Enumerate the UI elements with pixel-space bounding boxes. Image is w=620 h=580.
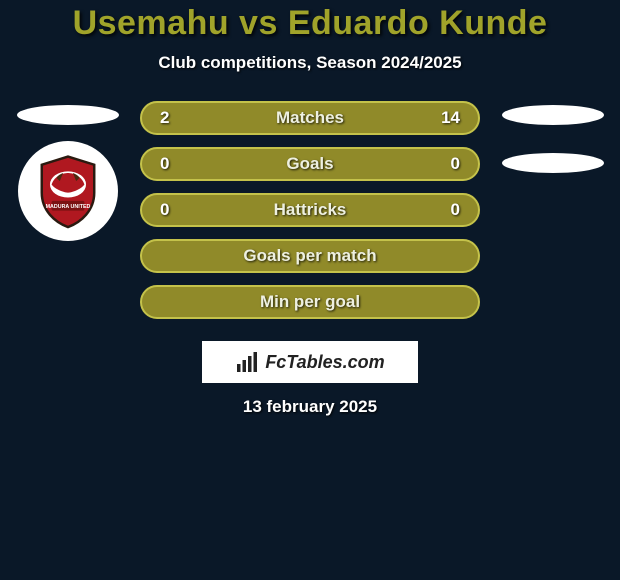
comparison-block: MADURA UNITED 2Matches140Goals00Hattrick… [10, 101, 610, 331]
stat-pill: 0Goals0 [140, 147, 480, 181]
stat-label: Min per goal [160, 292, 460, 312]
stat-label: Matches [184, 108, 436, 128]
stat-pill: 2Matches14 [140, 101, 480, 135]
stat-right-value: 14 [436, 108, 460, 128]
stat-label: Goals [184, 154, 436, 174]
date-text: 13 february 2025 [0, 397, 620, 417]
infographic-root: Usemahu vs Eduardo Kunde Club competitio… [0, 0, 620, 417]
stat-label: Hattricks [184, 200, 436, 220]
stat-left-value: 0 [160, 154, 184, 174]
stat-right-value: 0 [436, 154, 460, 174]
stat-left-value: 0 [160, 200, 184, 220]
right-team-ellipse-2-icon [502, 153, 604, 173]
page-title: Usemahu vs Eduardo Kunde [0, 4, 620, 43]
bar-chart-icon [235, 350, 259, 374]
stat-pill: Goals per match [140, 239, 480, 273]
stat-pill: Min per goal [140, 285, 480, 319]
stat-right-value: 0 [436, 200, 460, 220]
watermark-badge: FcTables.com [202, 341, 418, 383]
stat-left-value: 2 [160, 108, 184, 128]
left-team-ellipse-icon [17, 105, 119, 125]
stat-rows: 2Matches140Goals00Hattricks0Goals per ma… [140, 101, 480, 331]
right-team-ellipse-1-icon [502, 105, 604, 125]
subtitle: Club competitions, Season 2024/2025 [0, 53, 620, 73]
stat-pill: 0Hattricks0 [140, 193, 480, 227]
stat-label: Goals per match [160, 246, 460, 266]
svg-text:MADURA UNITED: MADURA UNITED [45, 204, 90, 210]
watermark-text: FcTables.com [265, 352, 384, 373]
left-team-logo-icon: MADURA UNITED [18, 141, 118, 241]
